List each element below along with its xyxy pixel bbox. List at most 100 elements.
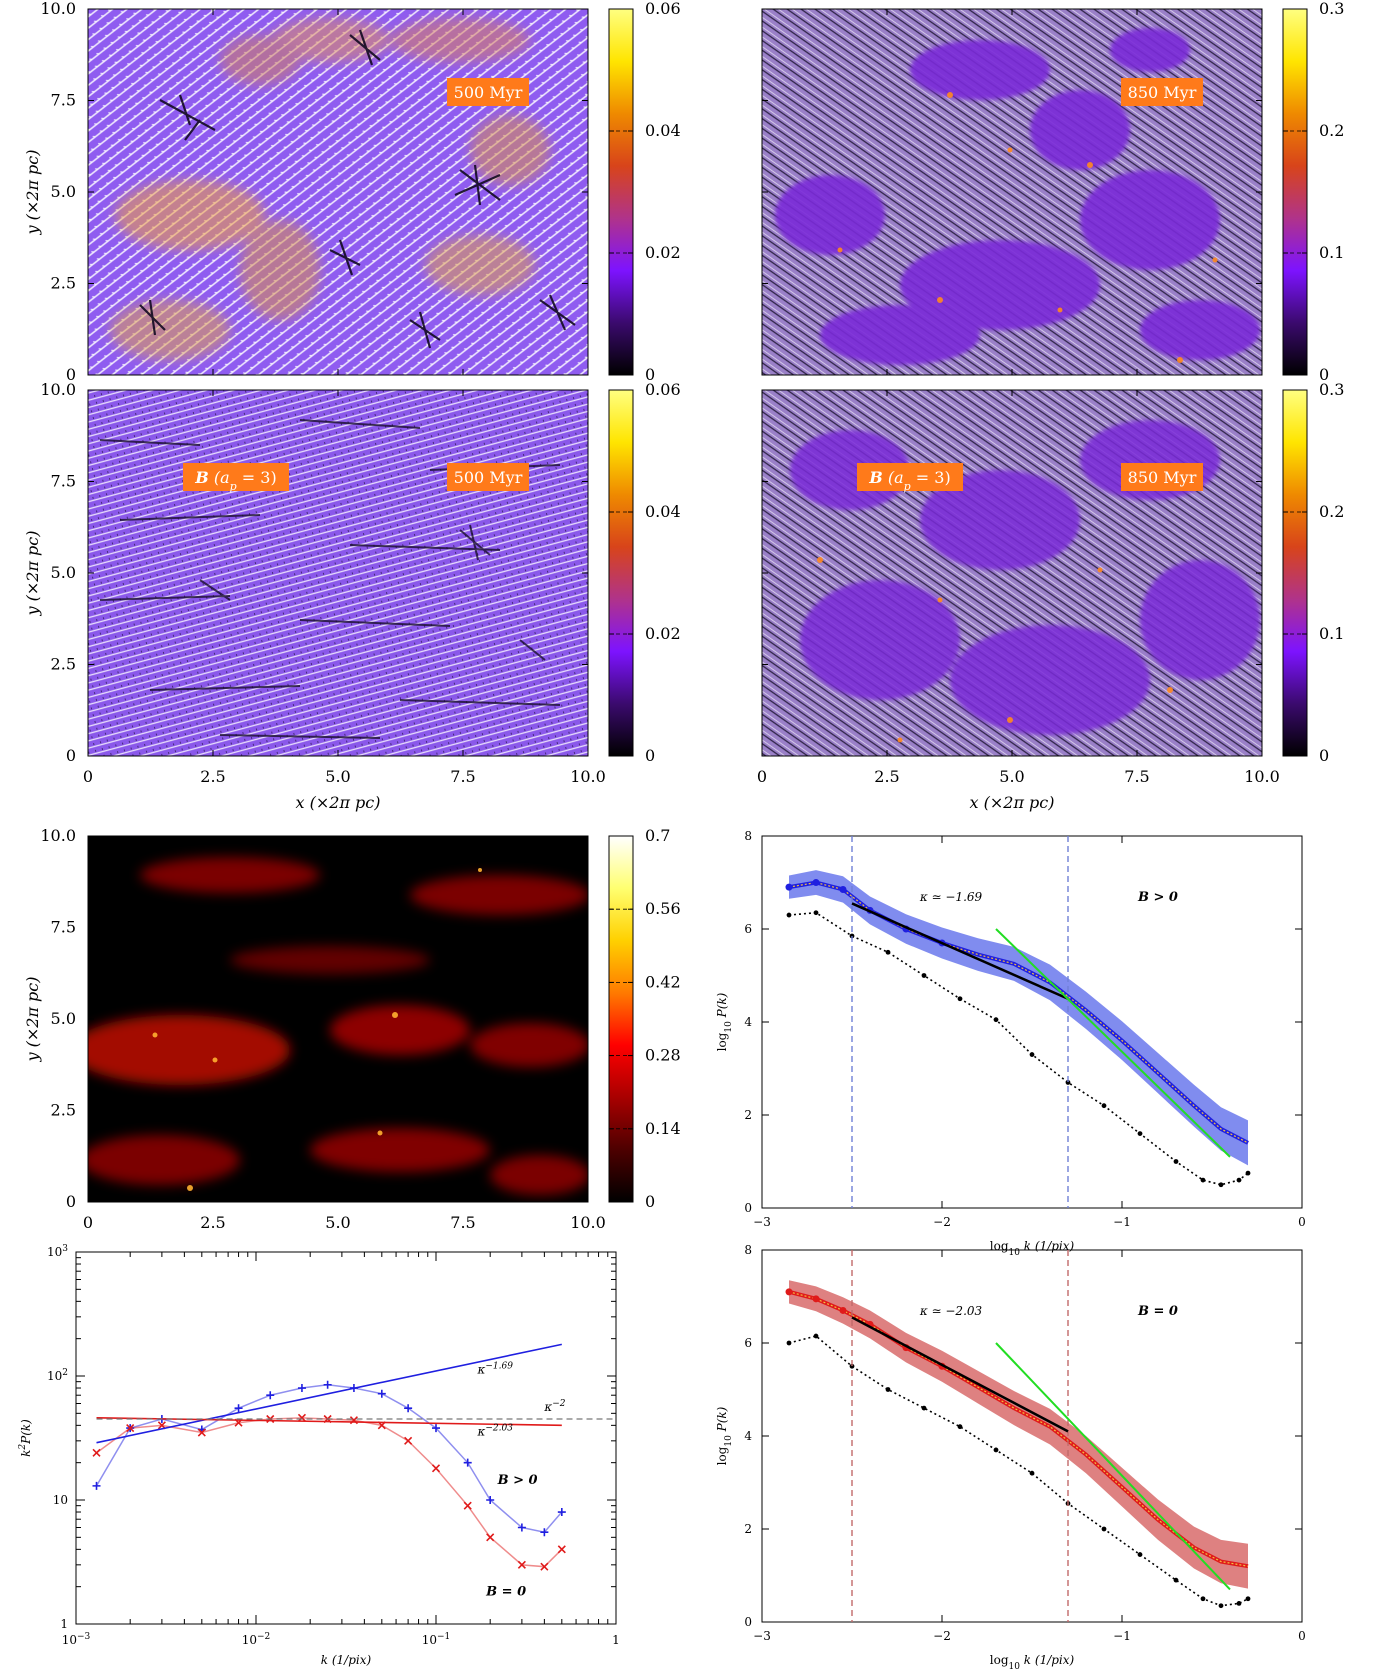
- map-c-ytick: 5.0: [51, 563, 76, 582]
- label-500-a: 500 Myr: [454, 83, 523, 102]
- series-ref-point: [813, 1333, 819, 1339]
- xtick-label: −1: [1113, 1629, 1131, 1643]
- ytick-label: 6: [744, 1336, 752, 1350]
- ytick-label: 6: [744, 922, 752, 936]
- ytick-label: 4: [744, 1015, 752, 1029]
- colorbar-e-label: 0.7: [645, 826, 670, 845]
- colorbar-a-label: 0: [645, 365, 655, 384]
- map-a-ytick: 2.5: [51, 274, 76, 293]
- xlabel: log10 k (1/pix): [990, 1653, 1075, 1672]
- colorbar-e-label: 0.56: [645, 899, 681, 918]
- k2-xtick-label: 1: [612, 1633, 620, 1647]
- k2-point-bpos: [432, 1424, 440, 1433]
- k2-point-bpos: [517, 1523, 526, 1532]
- ylabel-map-e: y (×2π pc): [23, 977, 42, 1063]
- series-main-inner: [788, 881, 1249, 1144]
- label-bfield-d: B (ap = 3): [868, 468, 950, 493]
- label-bfield-c-bg: [183, 463, 289, 491]
- xtick-label: −2: [933, 1629, 951, 1643]
- colorbar-e-label: 0: [645, 1192, 655, 1211]
- ytick-label: 0: [744, 1201, 752, 1215]
- kappa-annotation: κ ≃ −2.03: [919, 1304, 983, 1318]
- map-e-xtick: 7.5: [450, 1213, 475, 1232]
- k2-point-bzero: [126, 1424, 135, 1433]
- ytick-label: 2: [744, 1522, 752, 1536]
- colorbar-e-label: 0.42: [645, 972, 681, 991]
- colorbar-b-label: 0.3: [1319, 0, 1344, 18]
- colorbar-b-label: 0.2: [1319, 121, 1344, 140]
- map-e-ytick: 7.5: [51, 918, 76, 937]
- xtick-label: −1: [1113, 1215, 1131, 1229]
- colorbar-a-label: 0.06: [645, 0, 681, 18]
- series-main-point: [785, 883, 793, 891]
- k2-point-bzero: [431, 1464, 441, 1473]
- colorbar-d-label: 0.1: [1319, 624, 1344, 643]
- xlabel: log10 k (1/pix): [990, 1239, 1075, 1258]
- colorbar-b-label: 0.1: [1319, 243, 1344, 262]
- map-c-xtick: 7.5: [450, 767, 475, 786]
- series-main-point: [839, 1306, 847, 1314]
- label-500-a-bg: [447, 78, 529, 106]
- k2-point-bpos: [540, 1528, 549, 1537]
- ytick-label: 8: [744, 1243, 752, 1257]
- fit-line-black: [851, 902, 1069, 1000]
- map-e-ytick: 0: [66, 1192, 76, 1211]
- ylabel: log10 P(k): [715, 1406, 734, 1465]
- colorbar-d-label: 0.2: [1319, 502, 1344, 521]
- label-850-b-bg: [1121, 78, 1203, 106]
- k2-series-line: [95, 1383, 563, 1534]
- map-c-ytick: 0: [66, 746, 76, 765]
- series-ref-line: [788, 1335, 1249, 1607]
- k2-label-m203: κ−2.03: [476, 1424, 513, 1439]
- ylabel: log10 P(k): [715, 992, 734, 1051]
- k2-xlabel: k (1/pix): [321, 1653, 372, 1667]
- label-bfield-c: B (ap = 3): [194, 468, 276, 493]
- series-ref-point: [1218, 1182, 1224, 1188]
- uncertainty-band: [789, 1280, 1248, 1589]
- map-c-xtick: 10.0: [570, 767, 606, 786]
- map-panel-d: [761, 389, 1263, 757]
- k2-label-m169: κ−1.69: [476, 1361, 513, 1376]
- ytick-label: 2: [744, 1108, 752, 1122]
- k2-ytick-label: 1: [60, 1617, 68, 1631]
- label-850-d-bg: [1121, 463, 1203, 491]
- series-ref-point: [921, 973, 927, 978]
- map-e-ytick: 5.0: [51, 1009, 76, 1028]
- map-d-xtick: 0: [757, 767, 767, 786]
- map-panel-a: [87, 8, 589, 376]
- k2-xtick-label: 10−1: [422, 1632, 451, 1647]
- xtick-label: −2: [933, 1215, 951, 1229]
- colorbar-c-label: 0.02: [645, 624, 681, 643]
- k2-ytick-label: 103: [47, 1244, 68, 1259]
- xlabel-map-d: x (×2π pc): [970, 793, 1055, 812]
- map-e-ytick: 10.0: [40, 826, 76, 845]
- colorbar-a-label: 0.04: [645, 121, 681, 140]
- k2-point-bzero: [463, 1501, 472, 1510]
- map-a-ytick: 0: [66, 365, 76, 384]
- ylabel-map-a: y (×2π pc): [23, 150, 42, 236]
- map-a-ytick: 10.0: [40, 0, 76, 18]
- k2-point-bpos: [234, 1404, 243, 1413]
- colorbar-d-label: 0.3: [1319, 380, 1344, 399]
- k2-legend-bpos: B > 0: [497, 1473, 538, 1488]
- k2-point-bzero: [557, 1545, 566, 1554]
- kappa-annotation: κ ≃ −1.69: [919, 890, 983, 904]
- ytick-label: 8: [744, 829, 752, 843]
- k2-ytick-label: 10: [53, 1493, 68, 1507]
- fit-line-black: [851, 1316, 1069, 1433]
- k2-point-bpos: [92, 1481, 101, 1490]
- map-e-xtick: 0: [83, 1213, 93, 1232]
- k2-fit-bzero: [96, 1417, 562, 1427]
- colorbar-c-label: 0.04: [645, 502, 681, 521]
- map-panel-c: [87, 389, 589, 757]
- colorbar-c-label: 0: [645, 746, 655, 765]
- k2-point-bpos: [377, 1389, 386, 1398]
- xlabel-map-c: x (×2π pc): [296, 793, 381, 812]
- map-c-ytick: 10.0: [40, 380, 76, 399]
- fit-line-green: [995, 928, 1231, 1158]
- label-500-c-bg: [447, 463, 529, 491]
- map-c-xtick: 5.0: [325, 767, 350, 786]
- k2-xtick-label: 10−2: [242, 1632, 271, 1647]
- heat-panel: [87, 835, 589, 1203]
